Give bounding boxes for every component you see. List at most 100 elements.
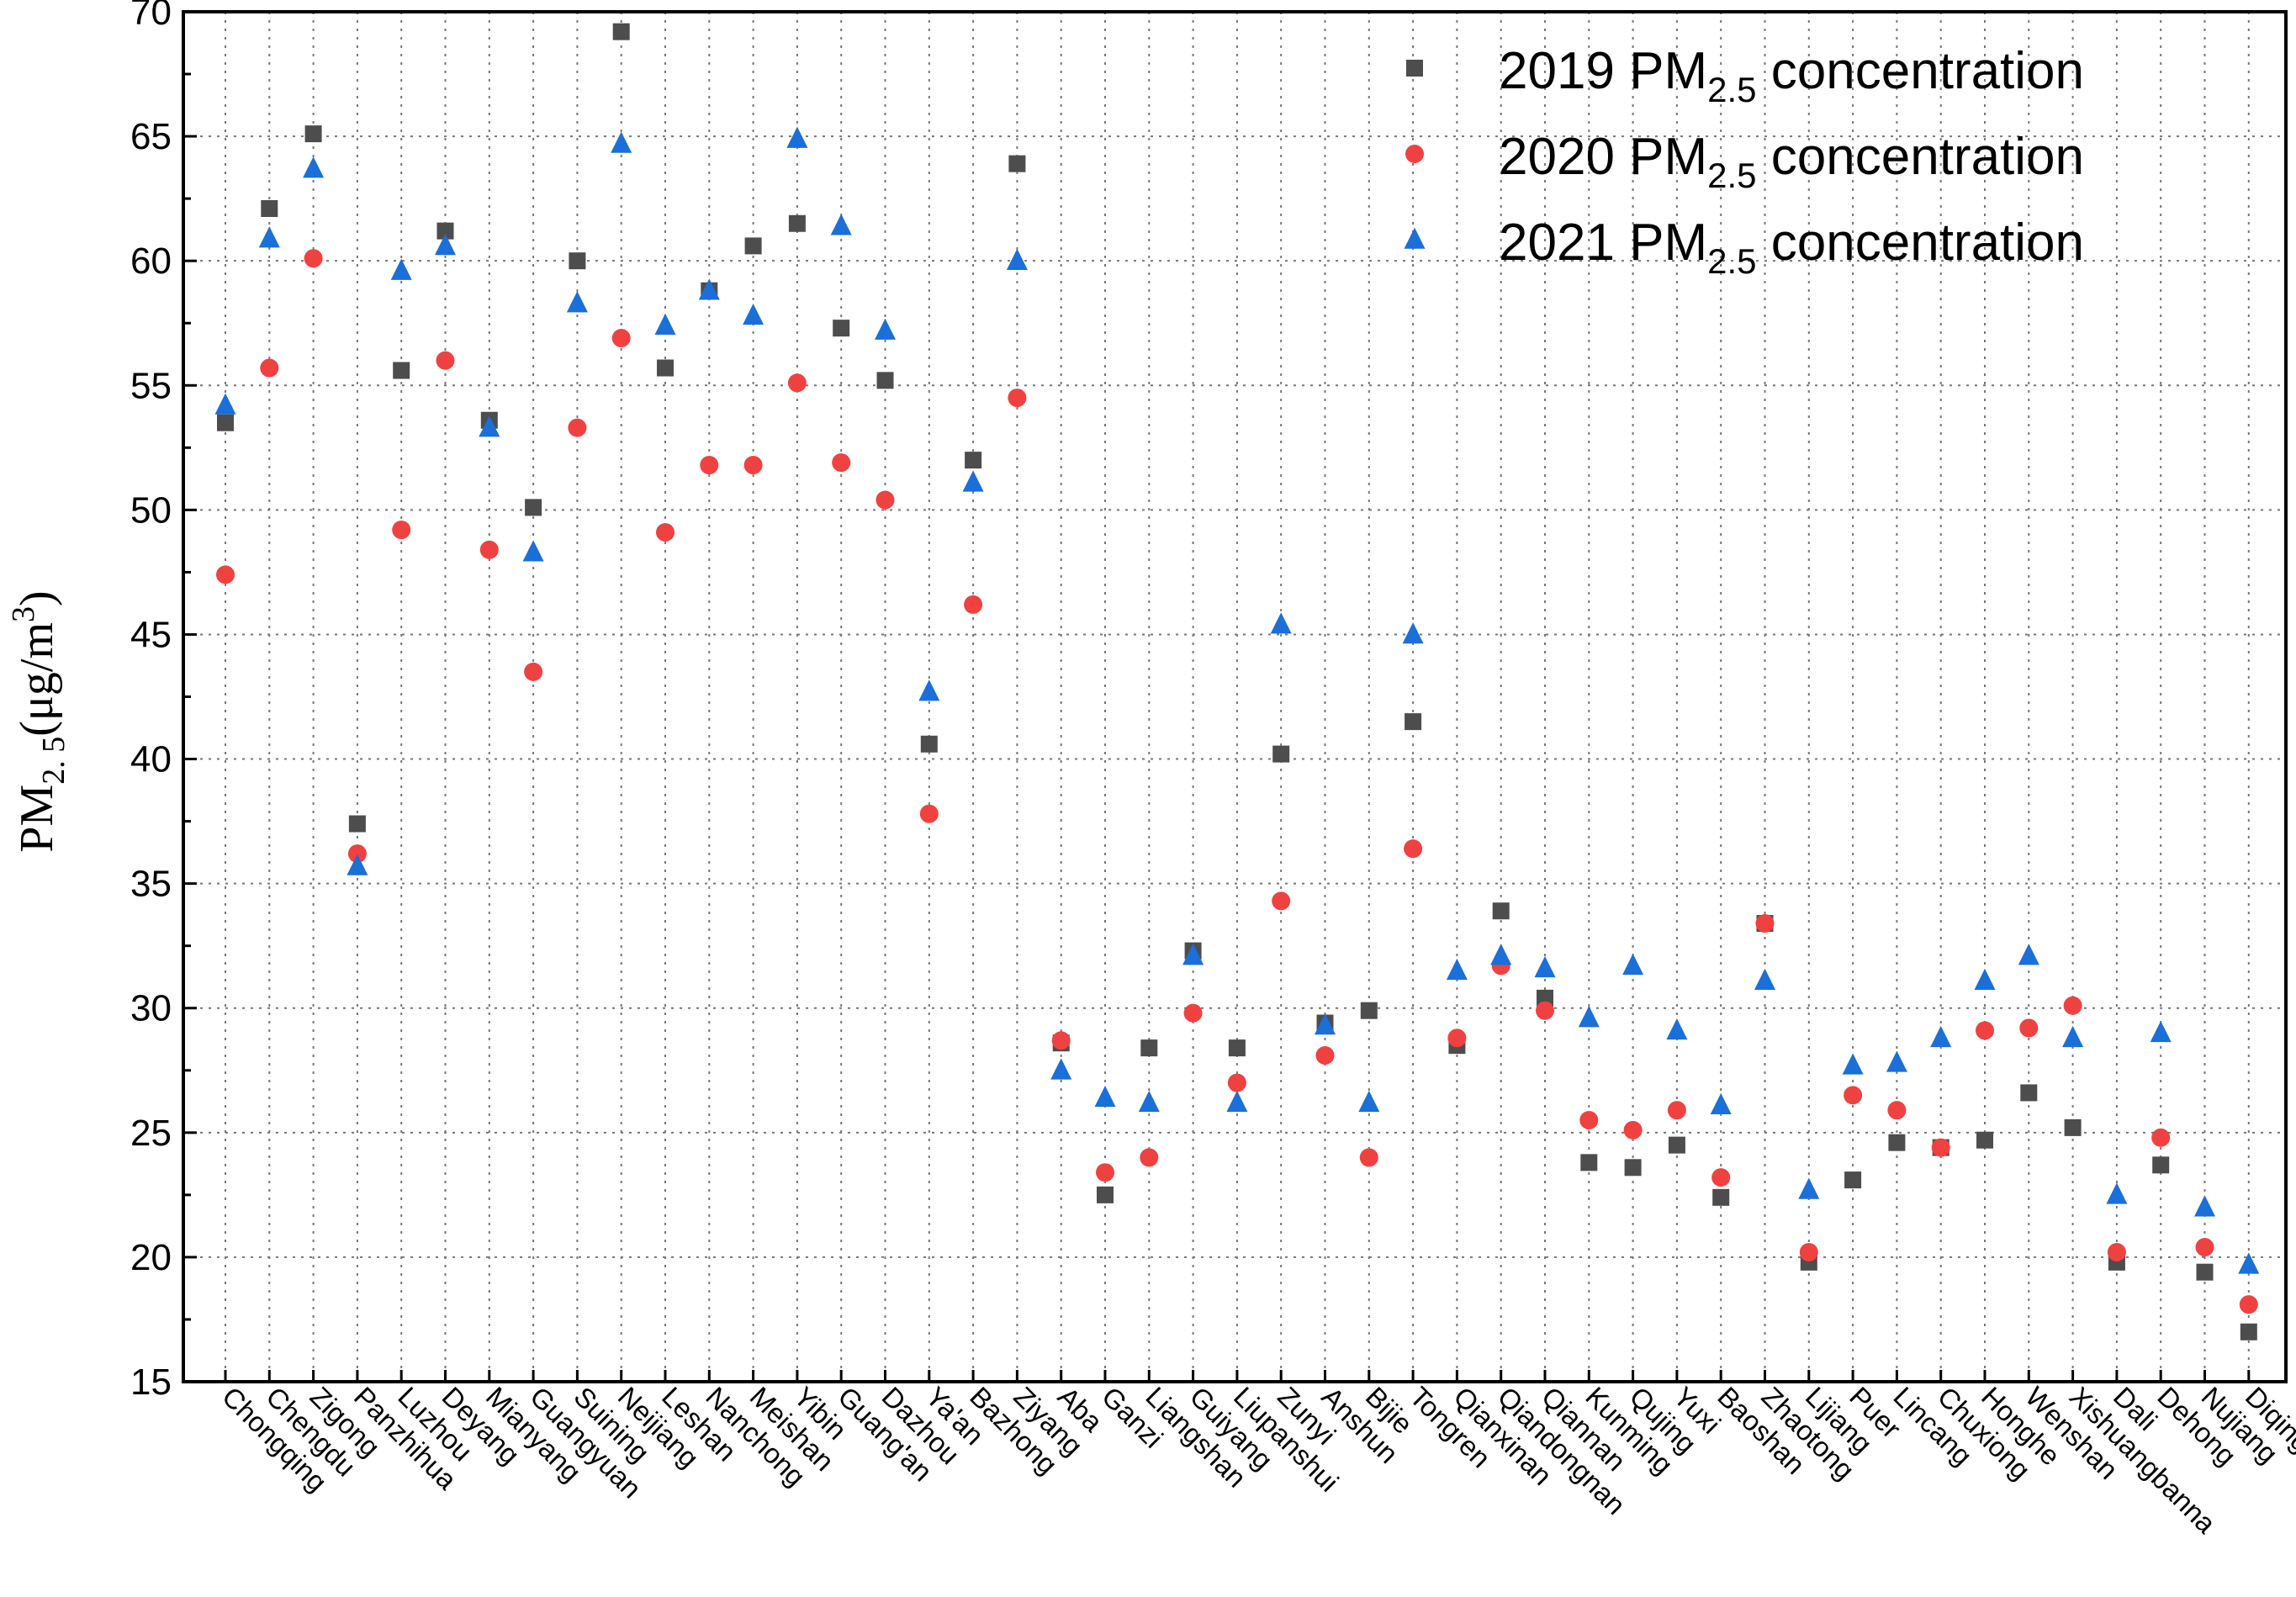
point-square [1008,155,1026,172]
point-square [1405,713,1422,731]
legend-square-marker [1406,60,1423,77]
point-triangle [1886,1050,1907,1072]
point-square [1624,1159,1642,1177]
point-square [876,372,894,389]
point-circle [1536,1001,1554,1020]
point-triangle [1578,1006,1600,1028]
y-tick-label: 45 [130,614,172,655]
point-circle [1667,1101,1686,1120]
point-circle [964,595,983,614]
point-triangle [214,393,236,415]
y-tick-label: 15 [130,1362,172,1403]
point-triangle [390,258,412,280]
point-triangle [1358,1090,1380,1113]
point-triangle [1006,248,1028,270]
point-square [348,815,366,833]
point-square [744,237,762,255]
point-triangle [786,126,808,148]
point-circle [1887,1101,1907,1120]
point-square [217,414,234,431]
point-circle [1008,389,1027,408]
point-triangle [566,291,588,313]
y-axis-ticks: 15 20 25 30 35 40 45 50 55 60 65 70 [130,0,197,1403]
point-triangle [435,234,456,256]
point-square [1097,1186,1114,1203]
y-tick-label: 40 [130,739,172,780]
point-circle [743,456,763,475]
legend-circle-marker [1405,145,1424,163]
point-triangle [1270,612,1292,634]
point-circle [347,844,367,864]
y-tick-label: 60 [130,241,172,282]
point-triangle [2062,1025,2084,1048]
point-triangle [1182,944,1204,965]
point-square [1140,1039,1158,1057]
point-square [2064,1118,2082,1136]
point-square [1976,1131,1993,1149]
point-triangle [1138,1090,1160,1113]
point-square [1844,1171,1862,1189]
point-triangle [1798,1177,1820,1199]
point-circle [1579,1111,1599,1130]
point-triangle [1974,968,1996,990]
point-square [920,735,938,753]
point-triangle [698,278,720,300]
point-square [1888,1134,1906,1151]
point-triangle [479,415,500,437]
point-triangle [654,313,676,335]
point-triangle [830,214,852,235]
point-circle [919,804,939,823]
point-circle [392,521,411,540]
y-title-sub: 2. 5 [36,737,71,785]
point-circle [1404,839,1423,859]
legend-entry-label: 2019 PM2.5 concentration [1499,42,2084,109]
point-triangle [1534,955,1556,978]
point-square [965,452,982,469]
point-circle [216,565,235,584]
point-triangle [1315,1013,1336,1035]
point-triangle [522,540,544,562]
data-points [214,23,2260,1341]
point-triangle [1226,1090,1248,1113]
point-circle [2195,1238,2214,1257]
legend-triangle-marker [1404,227,1426,249]
point-circle [656,523,675,542]
point-square [833,320,850,337]
point-square [2240,1323,2257,1341]
point-triangle [962,470,984,492]
point-circle [2151,1128,2171,1147]
y-tick-label: 55 [130,365,172,406]
point-circle [876,490,895,510]
y-tick-label: 25 [130,1113,172,1154]
point-square [304,125,322,143]
point-square [436,222,454,240]
point-circle [611,328,631,347]
point-circle [1931,1138,1950,1157]
point-triangle [347,854,368,875]
y-tick-label: 65 [130,116,172,157]
point-square [569,252,586,270]
point-triangle [1666,1018,1688,1040]
y-tick-label: 50 [130,489,172,531]
y-tick-label: 35 [130,864,172,905]
point-square [2020,1084,2038,1102]
point-circle [260,358,279,378]
point-square [1537,989,1553,1007]
x-axis-category-labels: ChongqingChengduZigongPanzhihuaLuzhouDey… [216,1370,2296,1540]
point-triangle [875,318,896,340]
y-tick-label: 30 [130,988,172,1029]
point-triangle [1622,953,1644,976]
point-square [1580,1154,1598,1171]
y-axis-title: PM2. 5(μg/m3) [6,590,71,852]
point-circle [832,453,851,473]
point-triangle [2018,944,2039,965]
point-square [1492,902,1510,920]
point-triangle [611,131,632,153]
point-circle [1799,1242,1818,1261]
point-triangle [1050,1058,1072,1080]
y-title-unit-close: ) [11,590,63,606]
point-triangle [1446,958,1468,981]
point-circle [1447,1029,1467,1048]
point-circle [2063,996,2082,1015]
